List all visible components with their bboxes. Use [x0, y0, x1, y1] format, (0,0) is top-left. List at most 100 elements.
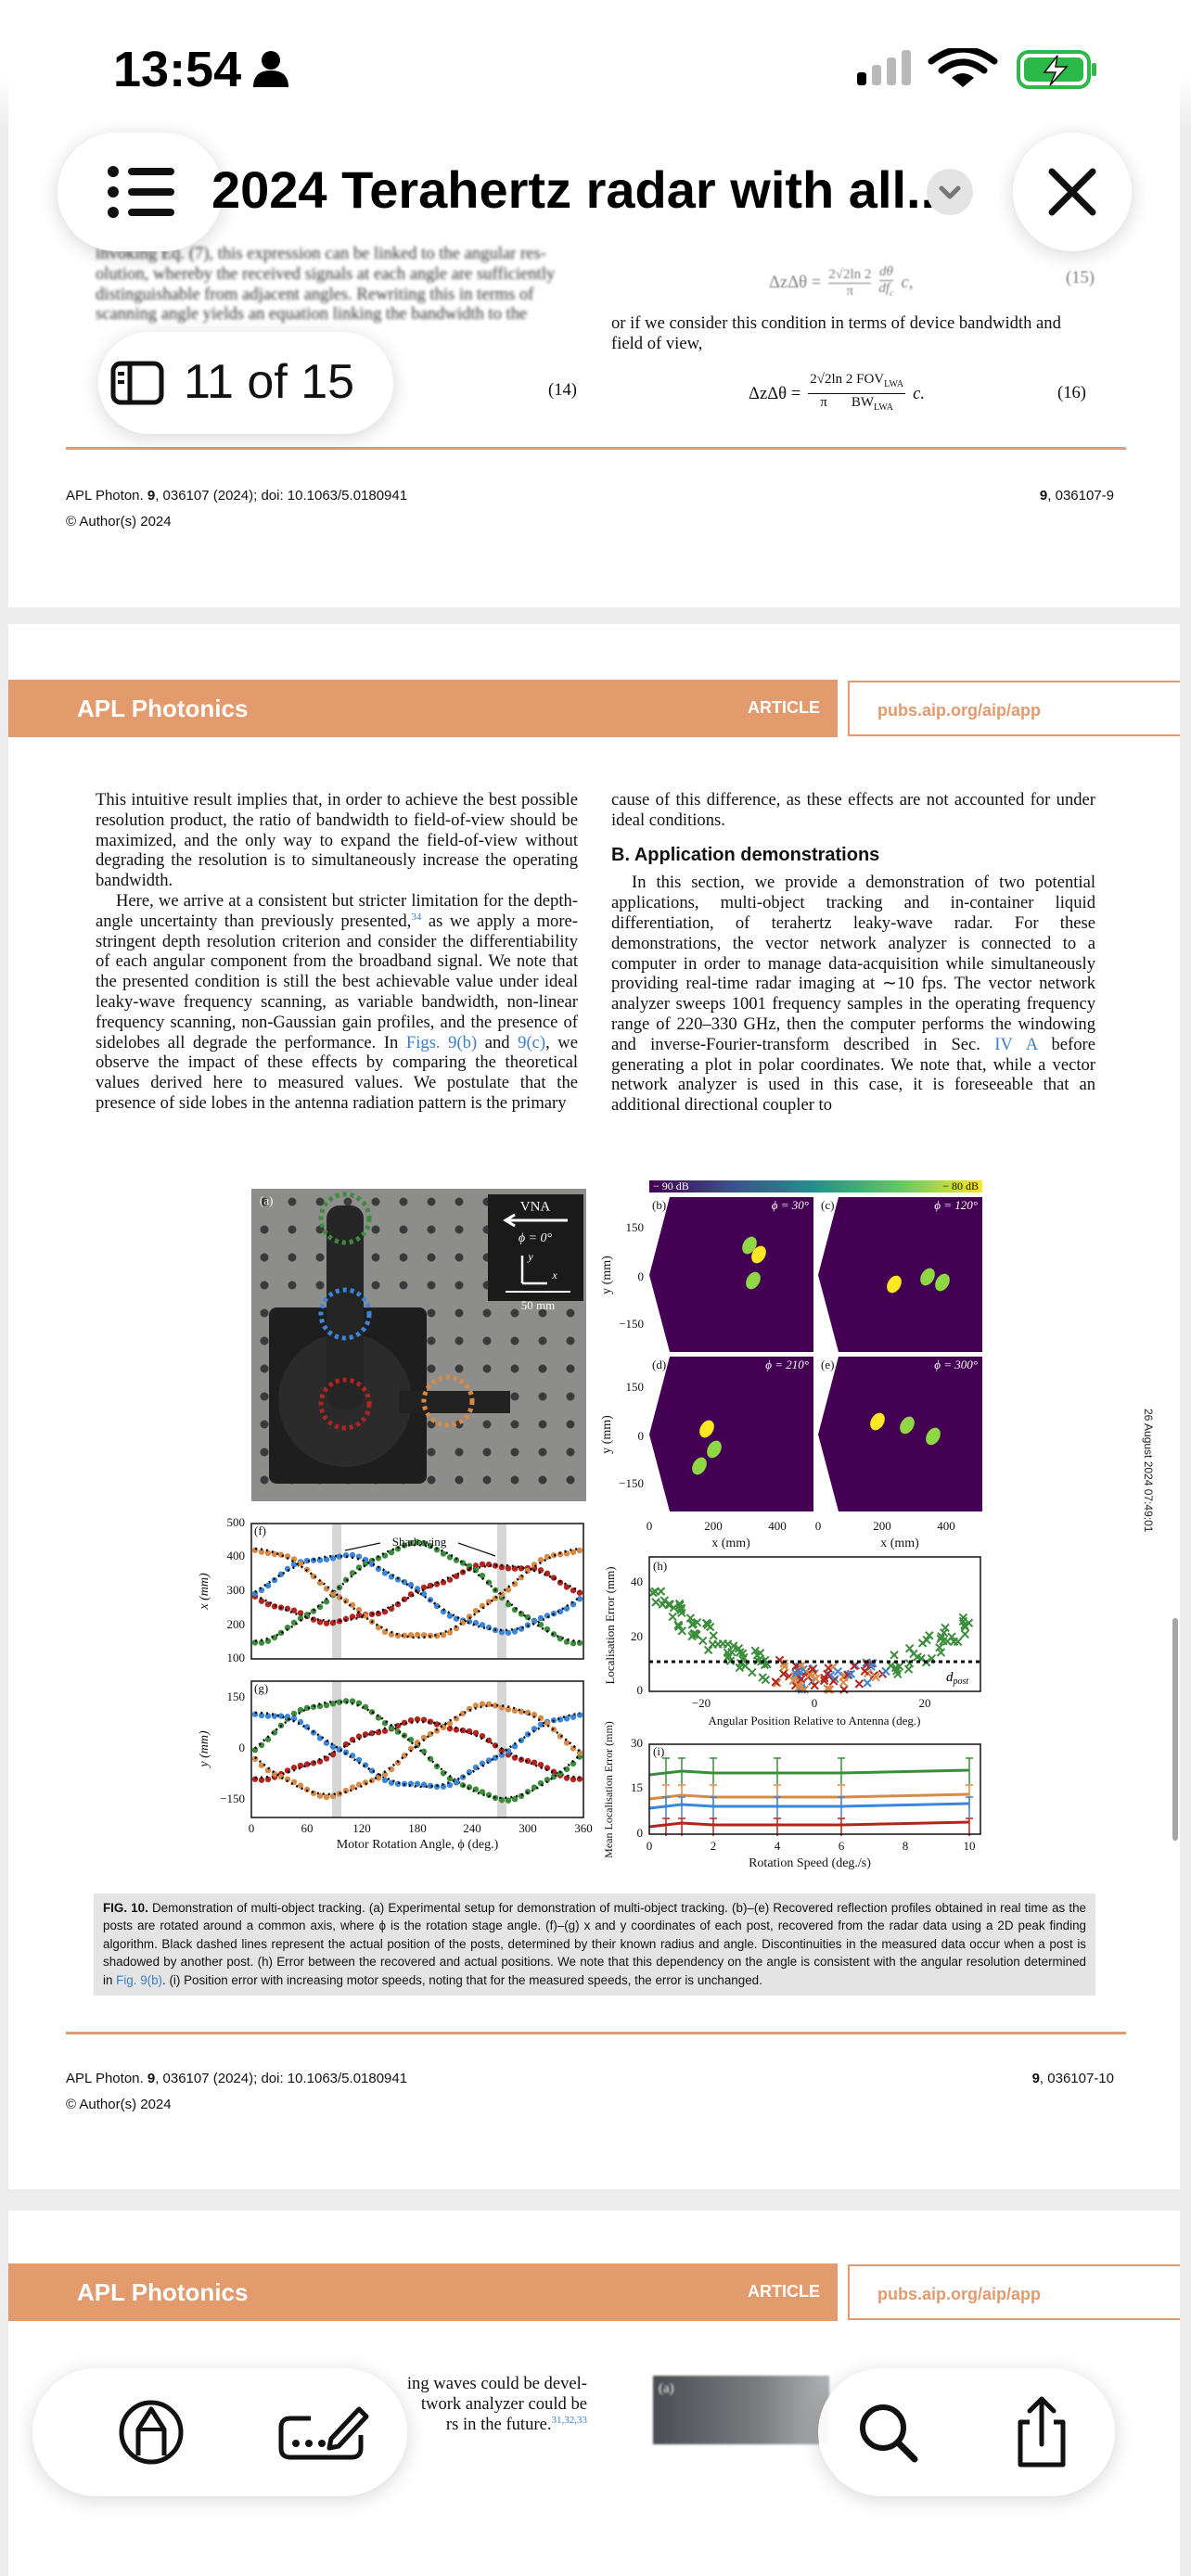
error-bar — [710, 1817, 717, 1836]
error-bar — [678, 1796, 685, 1817]
eq-den-text: π — [820, 395, 827, 410]
radar-peak — [887, 1275, 902, 1294]
error-point — [750, 1646, 760, 1655]
citation: , 036107 (2024); doi: 10.1063/5.0180941 — [155, 488, 408, 504]
trace-point — [297, 1706, 304, 1714]
trace-point — [537, 1721, 544, 1728]
close-button[interactable] — [1013, 133, 1132, 251]
trace-point — [336, 1699, 343, 1705]
trace-point — [485, 1737, 493, 1744]
figure-text: (g) — [254, 1681, 268, 1695]
trace-point — [349, 1784, 356, 1791]
radar-map — [649, 1197, 813, 1352]
arrow — [503, 1213, 568, 1228]
trace-point — [440, 1550, 447, 1557]
journal-url[interactable]: pubs.aip.org/aip/app — [848, 2264, 1180, 2320]
search-button[interactable] — [860, 2404, 918, 2463]
error-point — [824, 1664, 833, 1673]
figure-link[interactable]: 9(c) — [518, 1032, 546, 1052]
citation-link[interactable]: 31,32,33 — [551, 2414, 588, 2426]
photo-detail — [566, 1336, 575, 1345]
eq-den-text: df — [878, 281, 890, 296]
text: and — [477, 1032, 519, 1052]
photo-detail — [427, 1308, 436, 1318]
figure-text: 0 — [638, 1429, 645, 1443]
trace-point — [342, 1615, 350, 1623]
page-indicator[interactable]: 11 of 15 — [98, 332, 393, 434]
trace-point — [576, 1596, 583, 1602]
trace-point — [388, 1605, 395, 1613]
panel-label: (a) — [659, 2381, 674, 2396]
journal-url[interactable]: pubs.aip.org/aip/app — [848, 681, 1180, 736]
trace-point — [290, 1619, 298, 1626]
trace-point — [453, 1557, 460, 1563]
figure-text: 0 — [239, 1741, 246, 1754]
trace-point — [310, 1703, 317, 1710]
form-fill-button[interactable] — [278, 2406, 369, 2460]
trace-point — [570, 1760, 577, 1767]
error-bar — [662, 1757, 670, 1784]
trace-point — [466, 1728, 473, 1735]
citation-link[interactable]: 34 — [411, 911, 422, 923]
trace-point — [537, 1621, 544, 1628]
photo-detail — [427, 1253, 436, 1262]
eq-den-text: BW — [851, 395, 875, 410]
photo-detail — [510, 1364, 519, 1373]
text-column: invoking Eq. (7), this expression can be… — [96, 244, 578, 325]
figure-text: y — [527, 1250, 533, 1263]
error-bar — [774, 1757, 781, 1784]
trace-point — [420, 1590, 428, 1598]
trace-point — [505, 1565, 512, 1572]
figure-link[interactable]: Figs. 9(b) — [405, 1032, 478, 1052]
error-point — [904, 1644, 915, 1653]
photo-detail — [538, 1308, 547, 1318]
share-button[interactable] — [1018, 2396, 1066, 2468]
trace-point — [544, 1570, 551, 1577]
photo-detail — [288, 1197, 297, 1206]
photo-detail — [510, 1447, 519, 1457]
error-point — [779, 1669, 788, 1678]
colorbar — [649, 1180, 982, 1192]
section-link[interactable]: IV A — [994, 1034, 1038, 1054]
trace-point — [479, 1572, 486, 1579]
reference-line — [254, 1543, 581, 1643]
photo-detail — [566, 1392, 575, 1401]
error-point — [810, 1680, 819, 1690]
trace-point — [563, 1715, 570, 1722]
trace-point — [284, 1776, 291, 1782]
document-title: 2024 Terahertz radar with all... — [211, 160, 950, 219]
error-point — [913, 1652, 922, 1662]
trace-point — [258, 1762, 265, 1768]
figure-link[interactable]: Fig. 9(b) — [116, 1972, 163, 1987]
error-point — [936, 1648, 946, 1657]
figure-text: 0 — [647, 1839, 653, 1853]
trace-point — [251, 1547, 259, 1553]
figure-text: 10 — [964, 1839, 976, 1853]
trace-point — [485, 1792, 493, 1798]
trace-point — [355, 1612, 363, 1619]
trace-point — [446, 1629, 454, 1636]
trace-point — [290, 1710, 298, 1717]
figure-text: 0 — [647, 1519, 653, 1533]
trace-point — [505, 1601, 512, 1608]
text-line: twork analyzer could be — [420, 2393, 587, 2414]
radar-map-mask — [649, 1197, 670, 1352]
paragraph: This intuitive result implies that, in o… — [96, 790, 578, 891]
trace-point — [531, 1759, 538, 1766]
photo-detail — [566, 1447, 575, 1457]
error-point — [729, 1641, 738, 1651]
photo-detail — [538, 1364, 547, 1373]
plot-frame — [648, 1556, 981, 1692]
trace-point — [271, 1729, 278, 1736]
eq-sub: c — [890, 288, 894, 299]
trace-point — [550, 1575, 557, 1581]
table-of-contents-button[interactable] — [58, 133, 223, 251]
trace-point — [394, 1722, 402, 1729]
markup-button[interactable] — [119, 2400, 184, 2465]
photo-detail — [427, 1475, 436, 1485]
error-point — [949, 1637, 959, 1647]
photo-detail — [538, 1447, 547, 1457]
title-menu-button[interactable] — [927, 169, 973, 215]
figure-text: 20 — [631, 1629, 643, 1643]
